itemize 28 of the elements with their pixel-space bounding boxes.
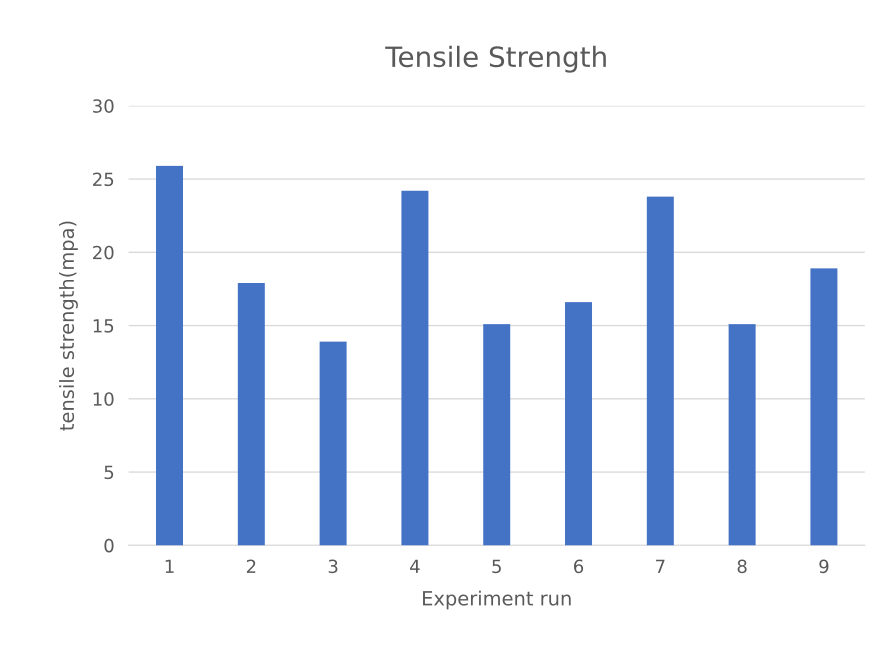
- x-tick-label: 3: [328, 560, 338, 574]
- x-tick-label: 6: [574, 560, 584, 574]
- bar: [565, 302, 592, 546]
- bar: [810, 268, 838, 546]
- y-tick-label: 10: [94, 392, 114, 406]
- y-tick-label: 20: [93, 246, 114, 260]
- bar: [320, 342, 347, 546]
- x-tick-label: 9: [819, 560, 828, 574]
- x-tick-label: 5: [492, 560, 501, 574]
- x-tick-label: 1: [166, 560, 174, 573]
- y-tick-label: 30: [93, 99, 114, 113]
- y-tick-label: 15: [94, 319, 114, 333]
- bar: [401, 190, 428, 546]
- y-axis-title: tensile strength(mpa): [59, 222, 78, 431]
- x-tick-label: 8: [738, 560, 747, 574]
- bar: [238, 283, 265, 546]
- x-tick-label: 2: [246, 560, 256, 573]
- x-tick-label: 7: [656, 560, 665, 573]
- bar: [728, 324, 756, 546]
- chart-title: Tensile Strength: [385, 46, 606, 73]
- y-tick-label: 5: [104, 466, 114, 480]
- bar: [646, 196, 674, 546]
- bar: [483, 324, 510, 546]
- bar: [156, 166, 184, 546]
- y-tick-label: 25: [93, 172, 114, 186]
- x-tick-label: 4: [410, 560, 420, 573]
- y-tick-label: 0: [104, 538, 114, 552]
- x-axis-title: Experiment run: [423, 590, 571, 610]
